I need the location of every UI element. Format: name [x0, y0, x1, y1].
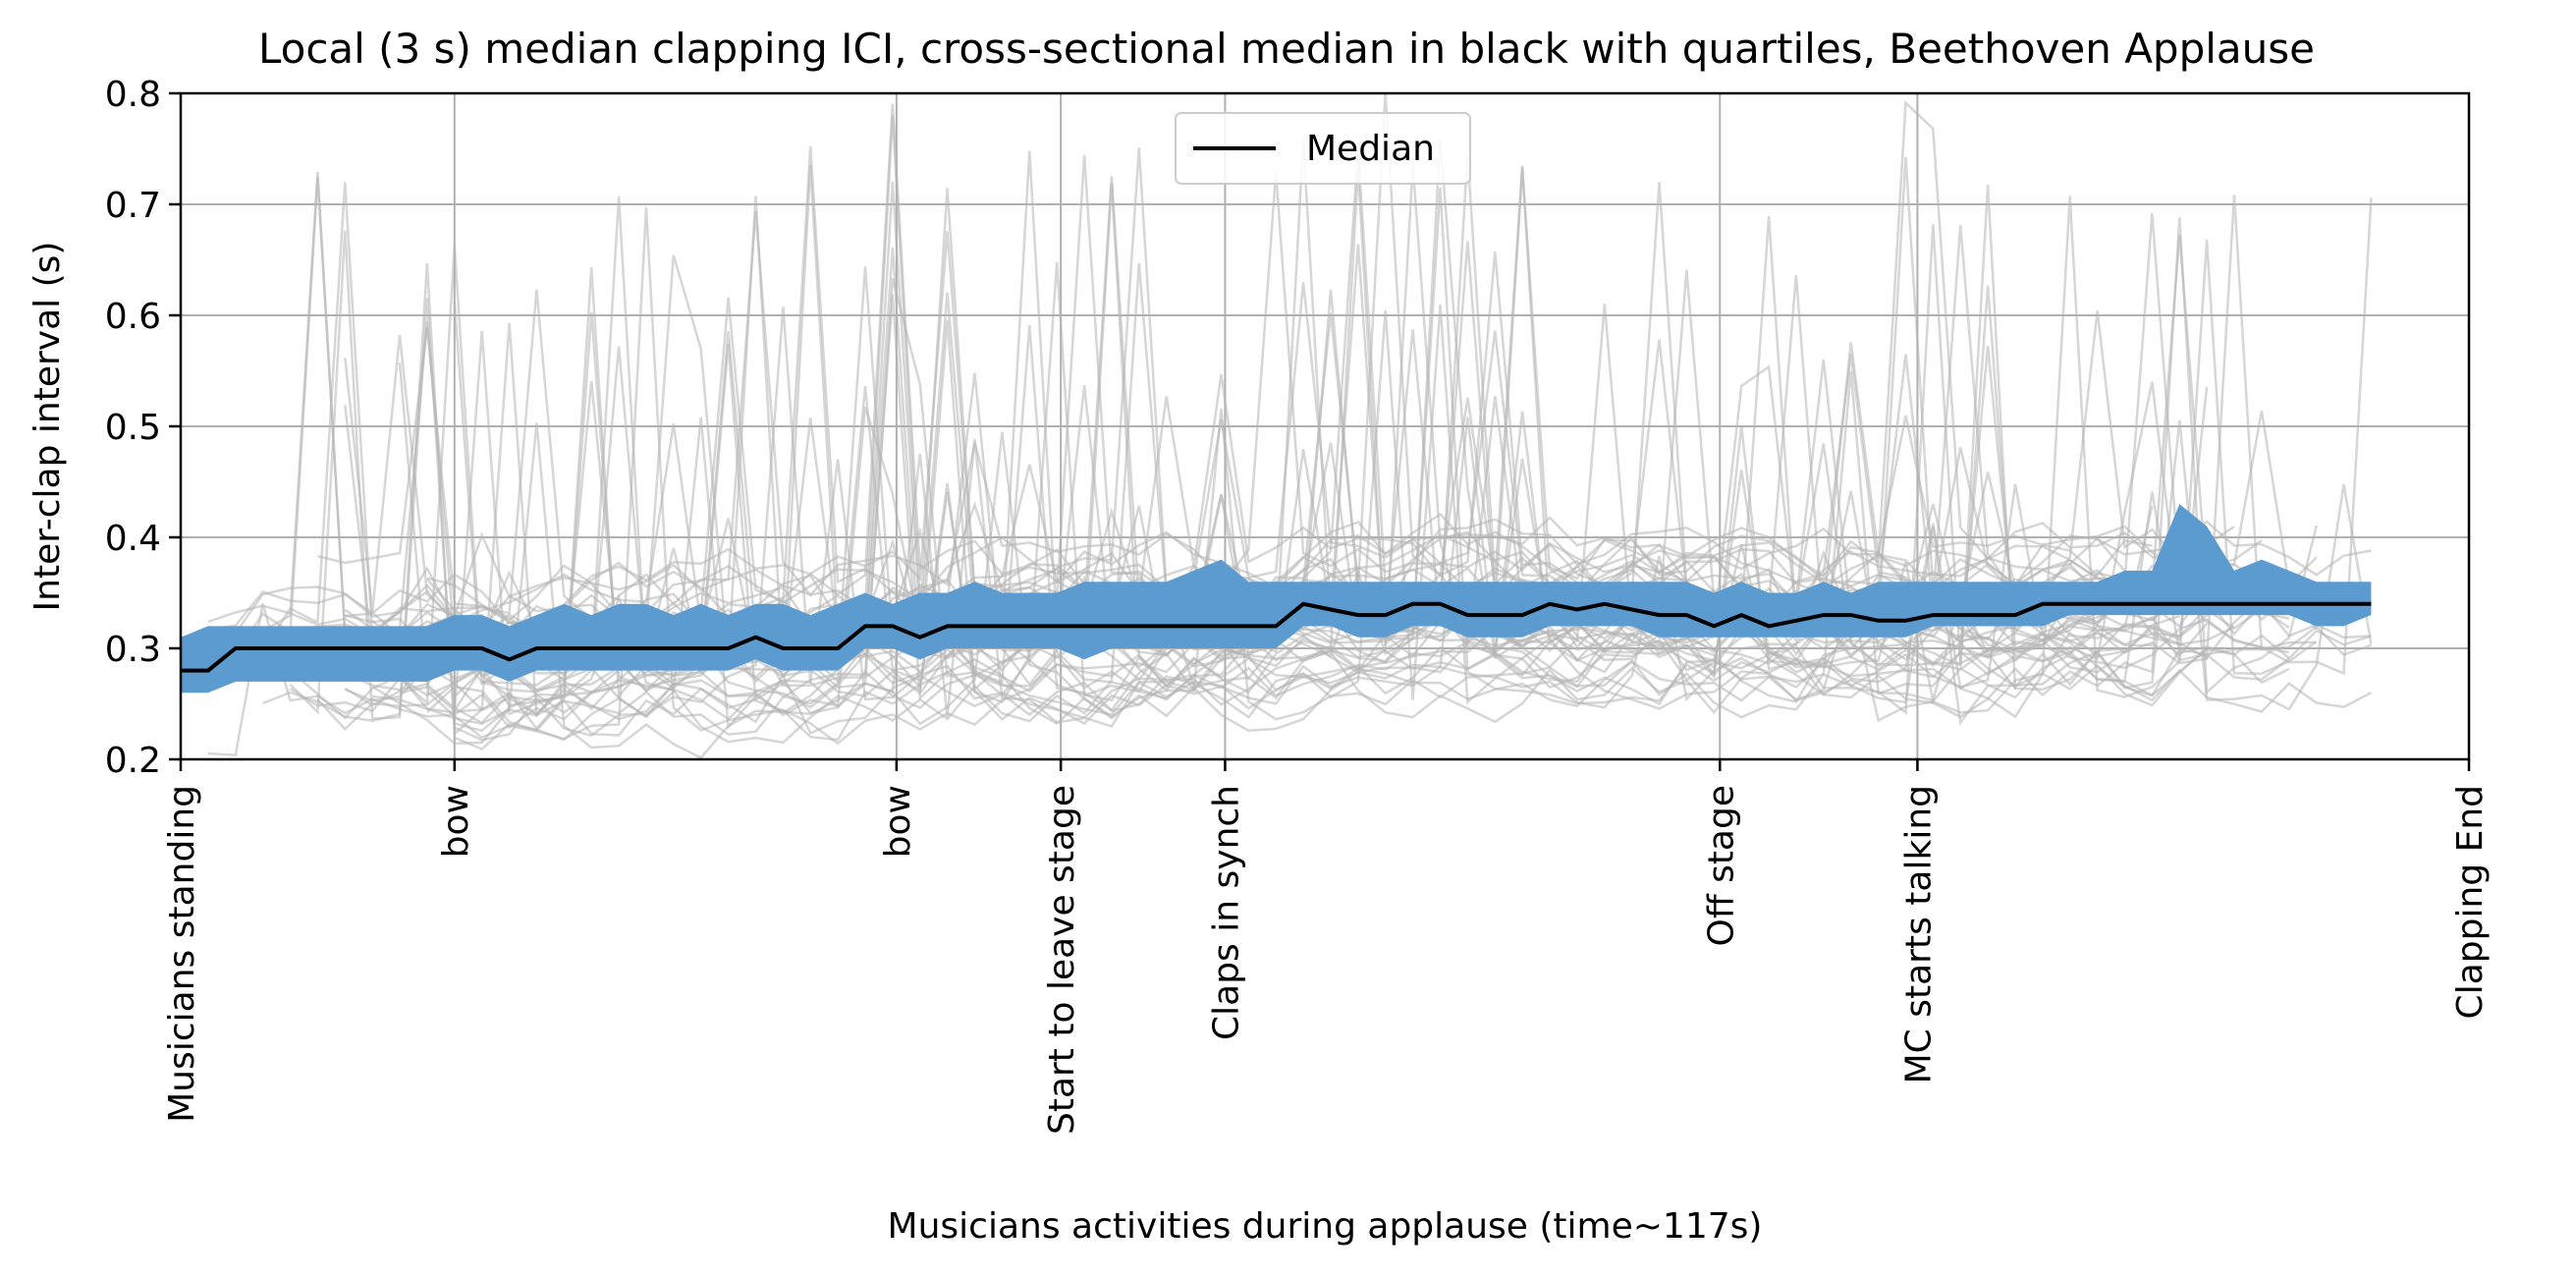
- legend: Median: [1175, 112, 1471, 185]
- y-tick-label: 0.3: [105, 630, 161, 670]
- x-tick-label: Clapping End: [2450, 785, 2491, 1019]
- legend-box: [1175, 112, 1471, 185]
- y-tick-label: 0.2: [105, 741, 161, 781]
- x-tick-label: MC starts talking: [1898, 785, 1939, 1084]
- individual-series: [454, 195, 2318, 751]
- y-axis-label: Inter-clap interval (s): [27, 242, 68, 612]
- x-tick-label: bow: [436, 785, 476, 858]
- legend-median-label: Median: [1306, 129, 1435, 169]
- individual-series: [207, 343, 2373, 757]
- x-axis-label: Musicians activities during applause (ti…: [888, 1206, 1763, 1247]
- x-tick-label: Claps in synch: [1206, 785, 1246, 1040]
- quartile-band: [181, 504, 2372, 694]
- y-tick-label: 0.7: [105, 186, 161, 226]
- median-line: [181, 601, 2372, 673]
- y-tick-label: 0.4: [105, 519, 161, 559]
- y-tick-label: 0.5: [105, 408, 161, 448]
- individual-series: [426, 185, 2125, 746]
- x-tick-label: Start to leave stage: [1042, 785, 1082, 1135]
- chart-title: Local (3 s) median clapping ICI, cross-s…: [258, 25, 2315, 73]
- y-axis: 0.2 0.3 0.4 0.5 0.6 0.7 0.8: [105, 75, 181, 781]
- individual-series: [426, 103, 2372, 632]
- y-tick-label: 0.8: [105, 75, 161, 115]
- x-tick-label: Musicians standing: [162, 785, 202, 1123]
- x-tick-label: Off stage: [1701, 785, 1741, 947]
- individual-series: [426, 305, 2372, 737]
- x-axis: Musicians standing bow bow Start to leave s…: [162, 759, 2491, 1135]
- y-tick-label: 0.6: [105, 297, 161, 337]
- x-tick-label: bow: [878, 785, 918, 858]
